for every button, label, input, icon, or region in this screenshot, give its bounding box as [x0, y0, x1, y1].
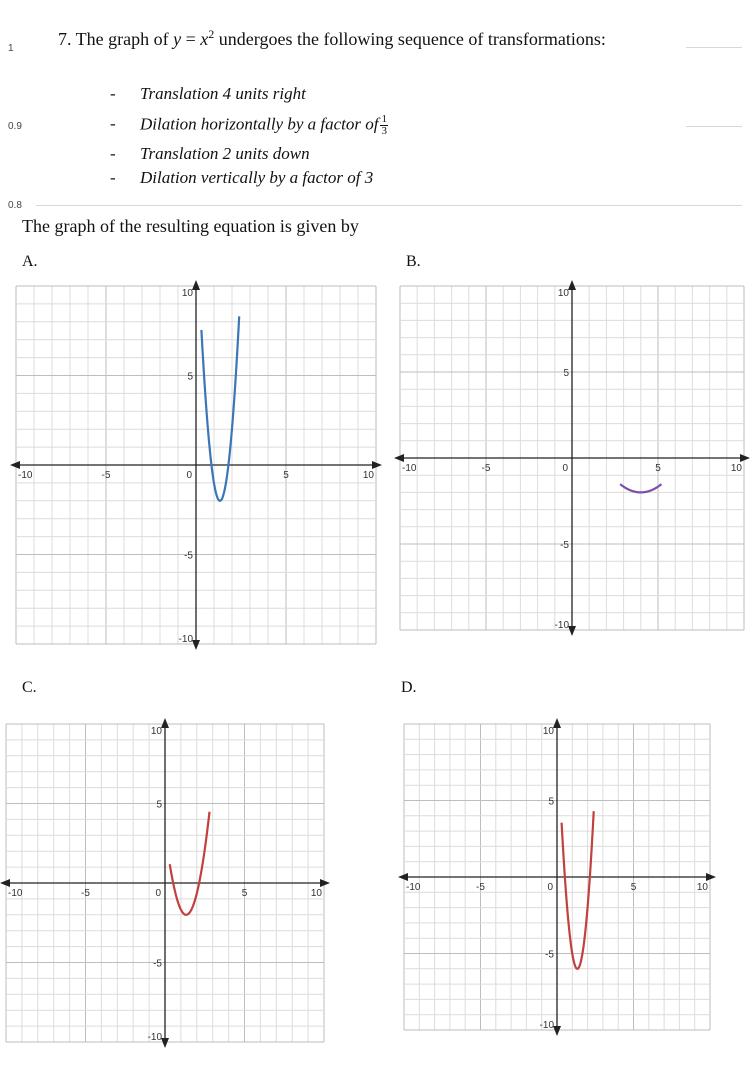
y-axis-arrow-down — [161, 1038, 169, 1048]
margin-number-1: 1 — [8, 43, 14, 54]
margin-number-0-8: 0.8 — [8, 200, 22, 211]
option-a-graph[interactable]: -10 -5 0 5 10 10 5 -5 -10 — [10, 280, 382, 650]
x-tick-label: -10 — [18, 470, 33, 481]
parabola-curve — [619, 483, 663, 494]
x-tick-label: 5 — [283, 470, 289, 481]
y-tick-label: -5 — [153, 959, 162, 970]
margin-rule — [686, 47, 742, 48]
y-tick-label: -5 — [545, 950, 554, 961]
x-axis-arrow-left — [10, 461, 20, 469]
question-text: 7. The graph of y = x2 undergoes the fol… — [58, 27, 606, 49]
x-tick-label: 10 — [311, 888, 323, 899]
answer-prompt: The graph of the resulting equation is g… — [22, 216, 359, 236]
y-tick-label: -10 — [179, 634, 194, 645]
y-tick-label: -5 — [184, 551, 193, 562]
y-tick-label: 10 — [182, 288, 194, 299]
y-axis-arrow-up — [568, 280, 576, 290]
y-axis-arrow-down — [192, 640, 200, 650]
parabola-curve — [200, 316, 241, 502]
parabola-curve — [560, 811, 595, 970]
x-tick-label: 10 — [731, 463, 743, 474]
x-tick-label: 5 — [631, 882, 637, 893]
x-axis-arrow-left — [0, 879, 10, 887]
x-tick-label: 5 — [242, 888, 248, 899]
margin-rule — [36, 205, 742, 206]
x-tick-label: -5 — [102, 470, 111, 481]
y-tick-label: 5 — [548, 797, 554, 808]
x-tick-label: 10 — [363, 470, 375, 481]
y-tick-label: -10 — [540, 1020, 555, 1031]
x-tick-label: -10 — [406, 882, 421, 893]
y-tick-label: 10 — [558, 288, 570, 299]
x-tick-label: 0 — [155, 888, 161, 899]
y-axis-arrow-up — [161, 718, 169, 728]
y-tick-label: -5 — [560, 540, 569, 551]
x-axis-arrow-left — [394, 454, 404, 462]
x-tick-label: 0 — [186, 470, 192, 481]
y-axis-arrow-up — [553, 718, 561, 728]
x-tick-label: -5 — [476, 882, 485, 893]
option-b-graph[interactable]: -10 -5 0 5 10 10 5 -5 -10 — [394, 280, 750, 636]
x-tick-label: -10 — [8, 888, 23, 899]
x-tick-label: -10 — [402, 463, 417, 474]
option-c-graph[interactable]: -10 -5 0 5 10 10 5 -5 -10 — [0, 718, 330, 1048]
x-tick-label: -5 — [81, 888, 90, 899]
parabola-curve — [168, 811, 211, 916]
x-tick-label: 5 — [655, 463, 661, 474]
y-tick-label: 5 — [563, 368, 569, 379]
x-tick-label: 10 — [697, 882, 709, 893]
x-axis-arrow-right — [372, 461, 382, 469]
x-tick-label: 0 — [547, 882, 553, 893]
margin-rule — [686, 126, 742, 127]
option-c-label[interactable]: C. — [22, 679, 37, 696]
x-axis-arrow-right — [706, 873, 716, 881]
y-tick-label: -10 — [555, 620, 570, 631]
option-b-label[interactable]: B. — [406, 253, 421, 270]
y-axis-arrow-down — [553, 1026, 561, 1036]
x-tick-label: 0 — [562, 463, 568, 474]
x-axis-arrow-right — [740, 454, 750, 462]
y-tick-label: 10 — [543, 726, 555, 737]
x-axis-arrow-left — [398, 873, 408, 881]
margin-number-0-9: 0.9 — [8, 121, 22, 132]
x-axis-arrow-right — [320, 879, 330, 887]
option-a-label[interactable]: A. — [22, 253, 38, 270]
y-tick-label: 5 — [156, 800, 162, 811]
x-tick-label: -5 — [482, 463, 491, 474]
y-axis-arrow-up — [192, 280, 200, 290]
y-axis-arrow-down — [568, 626, 576, 636]
y-tick-label: 10 — [151, 726, 163, 737]
y-tick-label: 5 — [187, 372, 193, 383]
option-d-graph[interactable]: -10 -5 0 5 10 10 5 -5 -10 — [398, 718, 716, 1036]
y-tick-label: -10 — [148, 1032, 163, 1043]
option-d-label[interactable]: D. — [401, 679, 417, 696]
